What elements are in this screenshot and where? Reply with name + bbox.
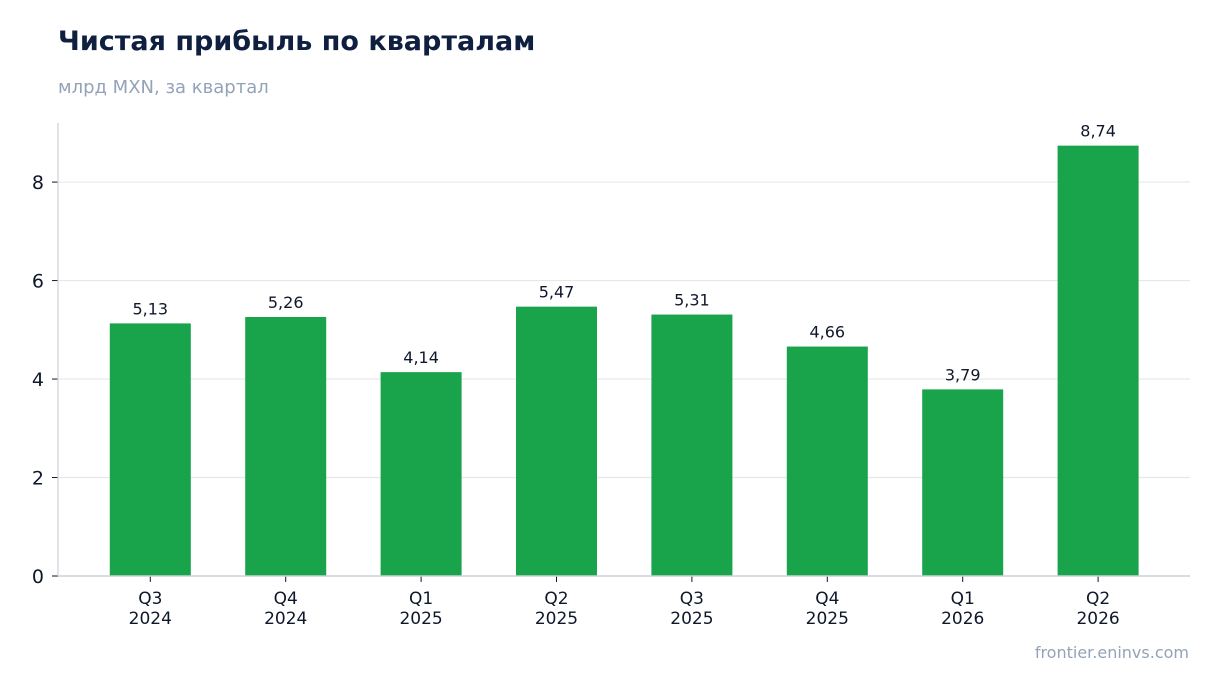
y-tick-label: 0 bbox=[32, 566, 44, 588]
source-label: frontier.eninvs.com bbox=[1034, 643, 1189, 662]
y-tick-label: 6 bbox=[32, 271, 44, 293]
y-tick-label: 2 bbox=[32, 468, 44, 490]
bar bbox=[786, 346, 868, 576]
x-tick-label: Q2 bbox=[544, 589, 568, 609]
data-label: 4,66 bbox=[809, 323, 845, 342]
x-tick-label: Q3 bbox=[680, 589, 704, 609]
x-tick-label: Q4 bbox=[274, 589, 298, 609]
x-tick-label: 2026 bbox=[1076, 609, 1119, 629]
y-tick-label: 8 bbox=[32, 172, 44, 194]
x-tick-label: 2024 bbox=[129, 609, 172, 629]
data-label: 5,47 bbox=[539, 283, 575, 302]
y-tick-label: 4 bbox=[32, 369, 44, 391]
data-label: 3,79 bbox=[945, 365, 981, 384]
bar bbox=[380, 372, 462, 576]
x-tick-label: 2025 bbox=[670, 609, 713, 629]
bar bbox=[245, 317, 327, 576]
x-tick-label: 2025 bbox=[399, 609, 442, 629]
chart-title: Чистая прибыль по кварталам bbox=[58, 26, 536, 57]
x-tick-label: Q2 bbox=[1086, 589, 1110, 609]
bar bbox=[516, 306, 597, 576]
x-tick-label: 2024 bbox=[264, 609, 307, 629]
bar bbox=[1057, 145, 1139, 576]
data-label: 5,13 bbox=[132, 299, 168, 318]
x-tick-label: Q4 bbox=[815, 589, 839, 609]
data-label: 5,31 bbox=[674, 291, 710, 310]
bar bbox=[922, 389, 1004, 576]
data-label: 8,74 bbox=[1080, 122, 1116, 141]
bar bbox=[109, 323, 191, 576]
x-tick-label: Q1 bbox=[409, 589, 433, 609]
x-tick-label: 2025 bbox=[806, 609, 849, 629]
chart-subtitle: млрд MXN, за квартал bbox=[58, 77, 269, 98]
data-label: 5,26 bbox=[268, 293, 304, 312]
data-label: 4,14 bbox=[403, 348, 439, 367]
x-tick-label: Q1 bbox=[951, 589, 975, 609]
x-tick-label: Q3 bbox=[138, 589, 162, 609]
x-tick-label: 2025 bbox=[535, 609, 578, 629]
x-tick-label: 2026 bbox=[941, 609, 984, 629]
bar bbox=[651, 314, 733, 576]
